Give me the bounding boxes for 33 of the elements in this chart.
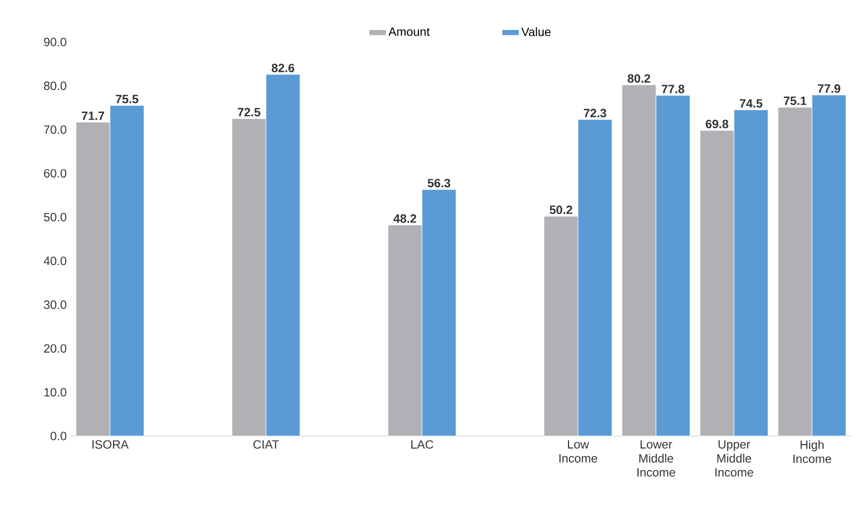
y-tick-label: 90.0 — [44, 38, 66, 46]
data-label: 72.3 — [584, 108, 606, 118]
y-tick-label: 40.0 — [44, 256, 66, 266]
data-label: 72.5 — [238, 108, 260, 116]
data-label: 69.8 — [706, 120, 728, 128]
y-tick-label: 80.0 — [44, 82, 66, 90]
y-tick-label: 30.0 — [44, 300, 66, 309]
y-tick-label: 70.0 — [44, 125, 66, 134]
y-tick-label: 10.0 — [44, 388, 66, 396]
data-label: 56.3 — [428, 178, 450, 188]
x-tick-label: Lower Middle Income — [637, 440, 676, 477]
y-tick-label: 60.0 — [44, 169, 66, 178]
legend-label: Amount — [388, 28, 430, 36]
data-label: 50.2 — [550, 206, 572, 214]
x-tick-label: Low Income — [559, 440, 598, 463]
legend-label: Value — [521, 27, 551, 36]
x-tick-label: LAC — [411, 440, 434, 449]
x-tick-label: High Income — [793, 440, 832, 464]
x-tick-label: CIAT — [253, 440, 279, 449]
y-tick-label: 50.0 — [44, 212, 66, 222]
data-label: 74.5 — [740, 99, 762, 108]
y-tick-label: 0.0 — [50, 432, 66, 440]
data-label: 75.5 — [116, 94, 138, 104]
data-label: 71.7 — [82, 112, 104, 120]
y-tick-label: 20.0 — [44, 344, 66, 353]
data-label: 48.2 — [394, 214, 416, 223]
data-label: 77.8 — [662, 84, 684, 94]
data-label: 82.6 — [272, 64, 294, 72]
x-tick-label: Upper Middle Income — [715, 440, 754, 477]
x-tick-label: ISORA — [92, 440, 129, 449]
data-label: 77.9 — [818, 84, 840, 93]
data-label: 75.1 — [784, 96, 806, 106]
data-label: 80.2 — [628, 74, 650, 83]
